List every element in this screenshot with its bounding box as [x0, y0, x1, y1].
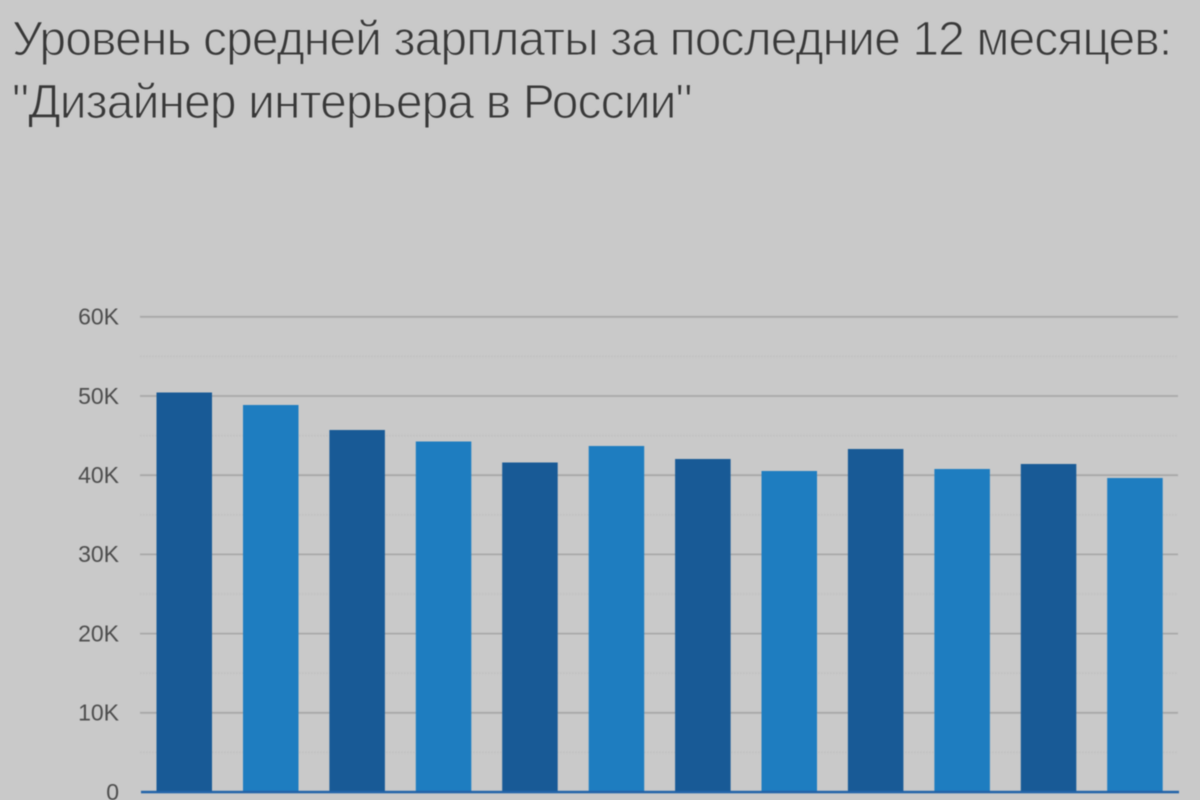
svg-text:60K: 60K	[78, 304, 120, 330]
svg-text:10K: 10K	[78, 700, 120, 726]
svg-text:20K: 20K	[78, 620, 120, 646]
svg-text:50K: 50K	[78, 383, 120, 409]
svg-text:40K: 40K	[78, 462, 120, 488]
svg-text:0: 0	[106, 779, 119, 800]
svg-text:30K: 30K	[78, 541, 120, 567]
